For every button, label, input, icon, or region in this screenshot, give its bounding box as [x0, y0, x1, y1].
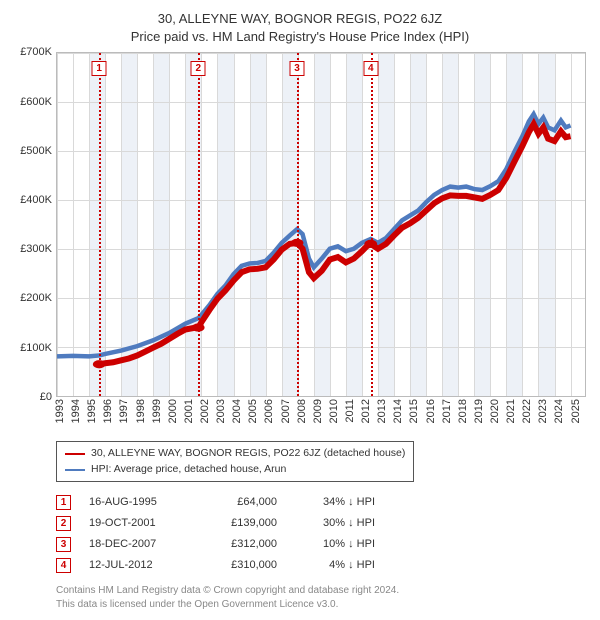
x-tick-label: 2012: [360, 399, 372, 423]
y-tick-label: £500K: [20, 145, 52, 157]
legend-row: HPI: Average price, detached house, Arun: [65, 462, 405, 478]
x-tick-label: 2024: [553, 399, 565, 423]
x-tick-label: 2014: [392, 399, 404, 423]
x-tick-label: 1994: [70, 399, 82, 423]
sale-event-line: [297, 53, 299, 396]
x-tick-label: 2009: [312, 399, 324, 423]
x-tick-label: 1996: [102, 399, 114, 423]
series-line: [99, 124, 570, 364]
y-axis: £0£100K£200K£300K£400K£500K£600K£700K: [14, 52, 56, 397]
sale-price: £312,000: [207, 534, 277, 555]
sale-price: £310,000: [207, 555, 277, 576]
x-tick-label: 1997: [118, 399, 130, 423]
sale-date: 12-JUL-2012: [89, 555, 189, 576]
y-tick-label: £600K: [20, 96, 52, 108]
sale-delta: 4% ↓ HPI: [295, 555, 375, 576]
sales-row: 4 12-JUL-2012 £310,000 4% ↓ HPI: [56, 555, 586, 576]
plot-area: 1 2 3 4: [56, 52, 586, 397]
sale-event-line: [198, 53, 200, 396]
sale-event-marker: 4: [363, 61, 378, 76]
legend-swatch: [65, 469, 85, 471]
attribution: Contains HM Land Registry data © Crown c…: [56, 584, 586, 620]
price-chart-container: 30, ALLEYNE WAY, BOGNOR REGIS, PO22 6JZ …: [0, 0, 600, 620]
chart-titles: 30, ALLEYNE WAY, BOGNOR REGIS, PO22 6JZ …: [14, 10, 586, 52]
legend-row: 30, ALLEYNE WAY, BOGNOR REGIS, PO22 6JZ …: [65, 446, 405, 462]
sale-badge: 3: [56, 537, 71, 552]
series-line: [57, 115, 571, 357]
sale-badge: 4: [56, 558, 71, 573]
x-tick-label: 2004: [231, 399, 243, 423]
sales-row: 3 18-DEC-2007 £312,000 10% ↓ HPI: [56, 534, 586, 555]
sale-date: 16-AUG-1995: [89, 492, 189, 513]
sale-delta: 30% ↓ HPI: [295, 513, 375, 534]
y-tick-label: £700K: [20, 46, 52, 58]
sale-event-line: [99, 53, 101, 396]
legend: 30, ALLEYNE WAY, BOGNOR REGIS, PO22 6JZ …: [56, 441, 414, 483]
y-tick-label: £300K: [20, 243, 52, 255]
attribution-line: Contains HM Land Registry data © Crown c…: [56, 584, 586, 598]
x-tick-label: 2025: [570, 399, 582, 423]
attribution-line: This data is licensed under the Open Gov…: [56, 598, 586, 612]
sale-delta: 10% ↓ HPI: [295, 534, 375, 555]
x-tick-label: 2013: [376, 399, 388, 423]
chart-subtitle: Price paid vs. HM Land Registry's House …: [14, 28, 586, 46]
x-tick-label: 2007: [280, 399, 292, 423]
x-tick-label: 2019: [473, 399, 485, 423]
x-tick-label: 2011: [344, 399, 356, 423]
y-tick-label: £400K: [20, 194, 52, 206]
legend-label: 30, ALLEYNE WAY, BOGNOR REGIS, PO22 6JZ …: [91, 446, 405, 462]
sale-date: 18-DEC-2007: [89, 534, 189, 555]
legend-swatch: [65, 453, 85, 455]
sale-event-marker: 2: [191, 61, 206, 76]
sale-date: 19-OCT-2001: [89, 513, 189, 534]
x-tick-label: 1995: [86, 399, 98, 423]
x-tick-label: 2023: [537, 399, 549, 423]
sale-badge: 2: [56, 516, 71, 531]
x-tick-label: 2002: [199, 399, 211, 423]
sale-price: £139,000: [207, 513, 277, 534]
x-tick-label: 2016: [425, 399, 437, 423]
y-tick-label: £100K: [20, 342, 52, 354]
sale-event-marker: 1: [92, 61, 107, 76]
sales-table: 116-AUG-1995£64,00034% ↓ HPI219-OCT-2001…: [56, 492, 586, 576]
y-tick-label: £0: [40, 391, 52, 403]
plot: £0£100K£200K£300K£400K£500K£600K£700K 12…: [14, 52, 586, 397]
sale-badge: 1: [56, 495, 71, 510]
sale-event-marker: 3: [290, 61, 305, 76]
x-tick-label: 2010: [328, 399, 340, 423]
x-tick-label: 2006: [263, 399, 275, 423]
x-tick-label: 2008: [296, 399, 308, 423]
chart-svg: [57, 53, 585, 396]
x-tick-label: 2005: [247, 399, 259, 423]
x-tick-label: 1993: [54, 399, 66, 423]
x-tick-label: 2022: [521, 399, 533, 423]
y-tick-label: £200K: [20, 292, 52, 304]
sale-event-line: [371, 53, 373, 396]
x-tick-label: 2020: [489, 399, 501, 423]
x-tick-label: 2015: [408, 399, 420, 423]
x-tick-label: 2018: [457, 399, 469, 423]
x-tick-label: 2017: [441, 399, 453, 423]
x-tick-label: 2000: [167, 399, 179, 423]
x-tick-label: 2001: [183, 399, 195, 423]
x-tick-label: 1999: [151, 399, 163, 423]
sale-delta: 34% ↓ HPI: [295, 492, 375, 513]
sales-row: 1 16-AUG-1995 £64,000 34% ↓ HPI: [56, 492, 586, 513]
x-tick-label: 2003: [215, 399, 227, 423]
sale-price: £64,000: [207, 492, 277, 513]
x-axis: 1993 1994 1995 1996 1997 1998 1999 2000 2001 2002…: [56, 397, 586, 437]
chart-title: 30, ALLEYNE WAY, BOGNOR REGIS, PO22 6JZ: [14, 10, 586, 28]
x-tick-label: 1998: [135, 399, 147, 423]
legend-label: HPI: Average price, detached house, Arun: [91, 462, 286, 478]
x-tick-label: 2021: [505, 399, 517, 423]
sales-row: 2 19-OCT-2001 £139,000 30% ↓ HPI: [56, 513, 586, 534]
